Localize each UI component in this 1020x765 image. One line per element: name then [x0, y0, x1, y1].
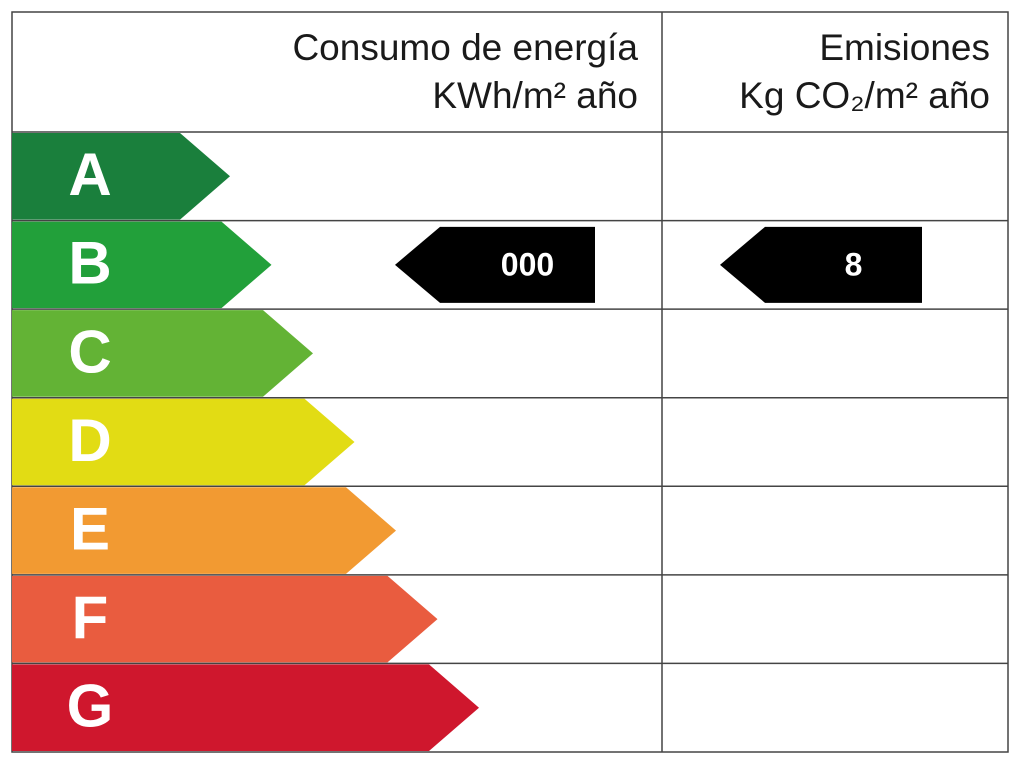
rating-arrow	[12, 664, 479, 751]
rating-letter: C	[68, 318, 111, 385]
rating-arrow	[12, 133, 230, 220]
emissions-header-line2: Kg CO₂/m² año	[739, 75, 990, 116]
emissions-header-line1: Emisiones	[819, 27, 990, 68]
rating-arrow	[12, 310, 313, 397]
rating-letter: B	[68, 230, 111, 297]
indicator-value: 8	[845, 246, 863, 282]
rating-letter: F	[72, 584, 109, 651]
rating-letter: D	[68, 407, 111, 474]
rating-arrow	[12, 575, 438, 663]
energy-header-line1: Consumo de energía	[292, 27, 638, 68]
rating-letter: A	[68, 141, 111, 208]
indicator-arrow	[395, 226, 595, 303]
rating-arrow	[12, 487, 396, 574]
indicator-arrow	[720, 226, 922, 303]
rating-letter: G	[67, 673, 114, 740]
energy-header-line2: KWh/m² año	[432, 75, 638, 116]
rating-arrow	[12, 398, 355, 486]
rating-arrow	[12, 221, 272, 309]
rating-letter: E	[70, 495, 110, 562]
indicator-value: 000	[501, 246, 554, 282]
